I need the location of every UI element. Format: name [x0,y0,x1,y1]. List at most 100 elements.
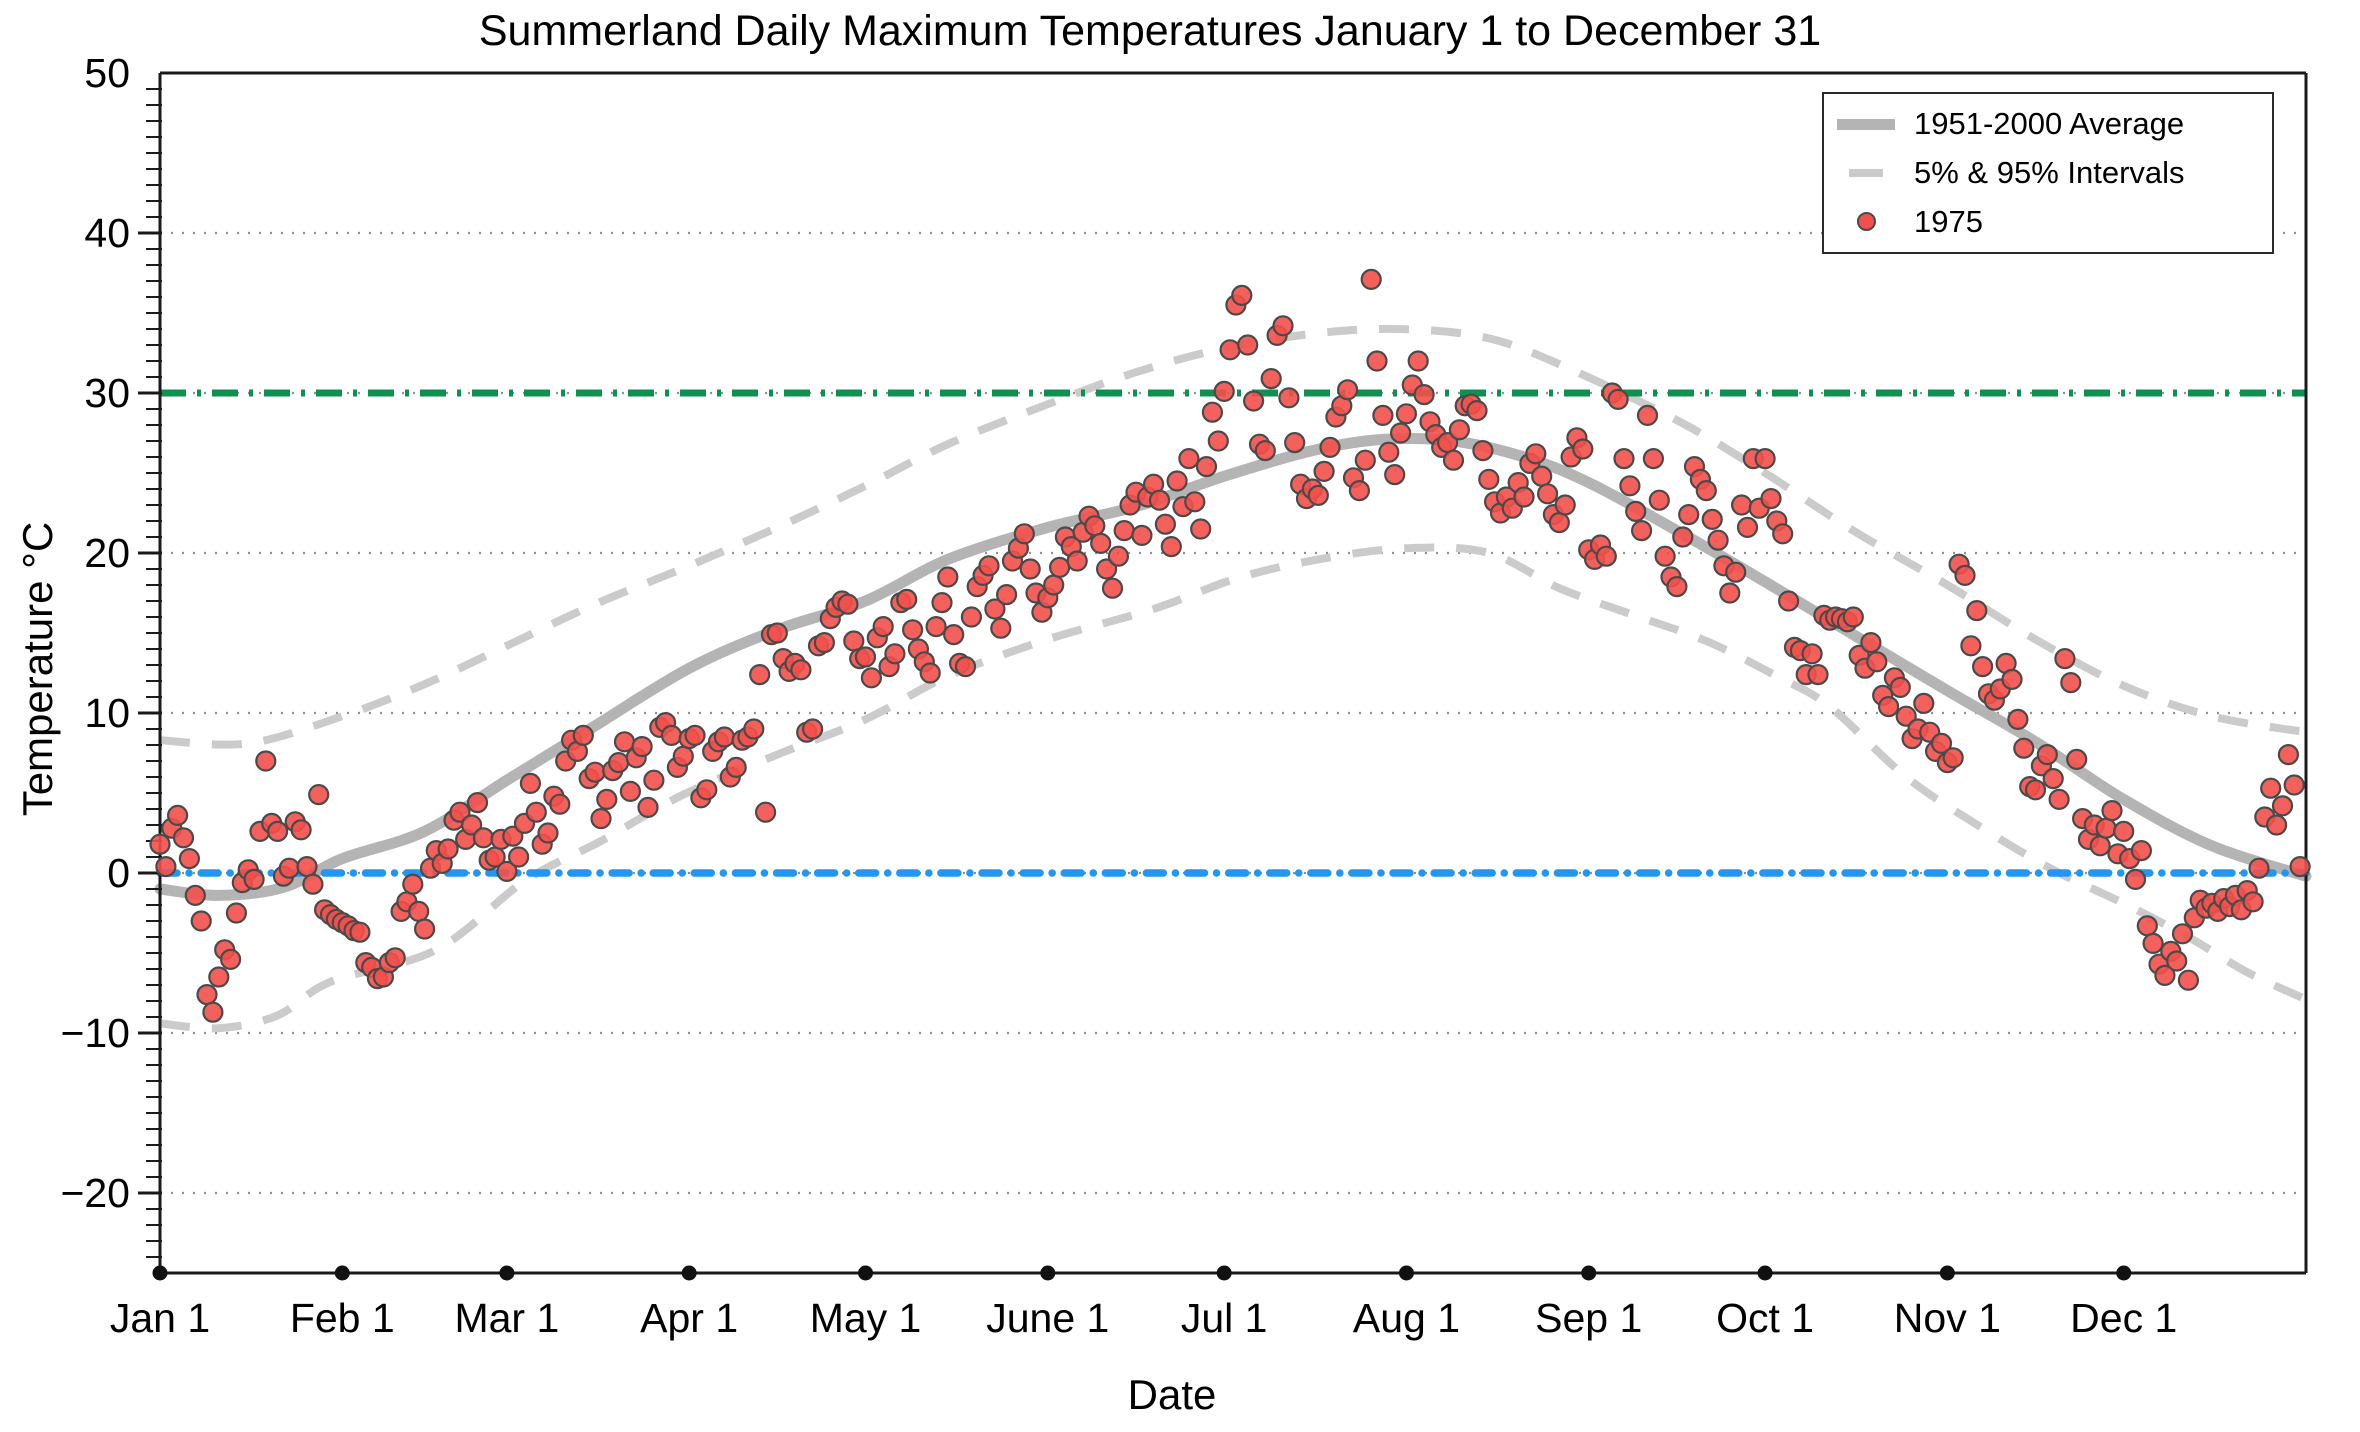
y-tick-label: −20 [60,1170,130,1216]
scatter-point-1975 [220,948,242,971]
scatter-point-1975 [813,631,836,654]
scatter-point-1975 [1548,511,1570,534]
scatter-point-1975 [1184,491,1206,513]
scatter-point-1975 [1278,387,1300,409]
scatter-point-1975 [190,910,212,932]
scatter-point-1975 [1736,516,1759,539]
scatter-point-1975 [1877,695,1900,718]
scatter-point-1975 [1084,515,1106,537]
x-axis-month-dot [1040,1265,1056,1281]
x-axis-month-dot [681,1265,697,1281]
scatter-point-1975 [931,591,953,614]
scatter-point-1975 [1895,705,1917,727]
scatter-point-1975 [278,857,300,879]
y-tick-label: −10 [60,1010,130,1056]
scatter-point-1975 [896,588,918,611]
scatter-point-1975 [1554,494,1576,516]
scatter-point-1975 [290,819,312,841]
x-tick-label: Jan 1 [109,1295,211,1341]
scatter-point-1975 [1966,599,1988,622]
legend: 1951-2000 Average 5% & 95% Intervals 197… [1822,92,2274,254]
scatter-point-1975 [2024,779,2047,801]
scatter-point-1975 [2124,868,2147,891]
scatter-point-1975 [2089,835,2111,857]
y-tick-label: 40 [84,210,130,256]
scatter-point-1975 [1160,535,1182,558]
scatter-point-1975 [1219,339,1241,361]
scatter-point-1975 [801,718,824,740]
x-axis-month-dot [1757,1265,1773,1281]
scatter-point-1975 [1889,676,1911,699]
x-axis-month-dot [499,1265,515,1281]
scatter-point-1975 [2013,737,2035,759]
scatter-point-1975 [1113,519,1135,542]
scatter-point-1975 [472,827,494,849]
y-tick-label: 30 [84,370,130,416]
scatter-point-1975 [1536,483,1559,505]
y-tick-label: 10 [84,690,130,736]
scatter-point-1975 [2277,743,2299,766]
scatter-point-1975 [149,833,171,855]
scatter-point-1975 [2101,799,2123,822]
scatter-point-1975 [302,873,324,895]
scatter-point-1975 [984,598,1006,620]
x-tick-label: Aug 1 [1352,1295,1461,1341]
scatter-point-1975 [267,820,289,843]
scatter-point-1975 [590,807,612,830]
scatter-point-1975 [1154,513,1177,535]
scatter-point-1975 [384,947,406,969]
scatter-point-1975 [507,846,530,868]
x-axis-month-dot [2116,1265,2132,1281]
scatter-point-1975 [2066,748,2088,771]
scatter-point-1975 [660,724,683,747]
scatter-point-1975 [631,735,653,758]
scatter-point-1975 [1043,574,1065,596]
scatter-point-1975 [2095,817,2117,839]
scatter-point-1975 [2283,774,2305,796]
scatter-point-1975 [2142,932,2164,955]
scatter-point-1975 [766,622,788,644]
scatter-point-1975 [1348,480,1371,502]
scatter-point-1975 [2042,767,2064,790]
scatter-point-1975 [1478,468,1500,490]
scatter-point-1975 [1384,464,1406,486]
legend-item-intervals: 5% & 95% Intervals [1824,149,2272,197]
x-tick-label: June 1 [986,1295,1110,1341]
scatter-point-1975 [1707,529,1729,551]
scatter-point-1975 [167,804,189,827]
scatter-point-1975 [1678,503,1700,526]
scatter-point-1975 [1942,747,1964,769]
scatter-point-1975 [725,756,747,779]
scatter-point-1975 [1619,475,1641,497]
scatter-point-1975 [1101,577,1124,599]
scatter-point-1975 [754,801,777,823]
scatter-point-1975 [1625,500,1647,522]
scatter-point-1975 [1725,561,1747,583]
scatter-point-1975 [919,662,941,684]
average-line-swatch [1824,118,1908,130]
scatter-point-1975 [519,772,542,795]
scatter-point-1975 [2113,820,2135,843]
scatter-point-1975 [696,779,718,801]
scatter-point-1975 [1513,486,1535,508]
scatter-point-1975 [1148,489,1171,511]
scatter-point-1975 [843,630,865,652]
x-tick-label: Feb 1 [289,1295,395,1341]
scatter-point-1975 [1195,456,1218,478]
scatter-point-1975 [1378,441,1400,463]
scatter-point-1975 [1272,315,1294,337]
x-axis-title: Date [1127,1371,1217,1418]
y-tick-label: 0 [107,850,130,896]
scatter-point-1975 [854,646,877,668]
scatter-point-1975 [2289,855,2311,878]
scatter-point-1975 [2171,923,2194,945]
x-axis-month-dot [858,1265,874,1281]
scatter-point-1975 [1448,419,1471,441]
scatter-point-1975 [1201,401,1224,423]
scatter-point-1975 [2048,788,2070,811]
scatter-point-1975 [1860,631,1882,654]
scatter-point-1975 [155,855,177,878]
scatter-point-1975 [1971,655,1994,678]
